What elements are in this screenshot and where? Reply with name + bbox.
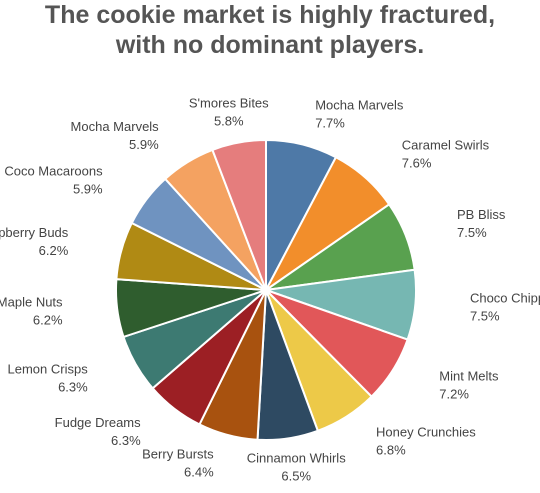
slice-label: S'mores Bites (189, 95, 269, 110)
slice-value-label: 7.6% (402, 156, 432, 171)
slice-label: Fudge Dreams (55, 415, 141, 430)
slice-label: Maple Nuts (0, 294, 63, 309)
chart-title: The cookie market is highly fractured, wi… (45, 1, 495, 59)
slice-label: Caramel Swirls (402, 138, 490, 153)
slice-value-label: 6.4% (184, 464, 214, 479)
slice-value-label: 6.5% (281, 468, 311, 483)
slice-value-label: 7.5% (470, 309, 500, 324)
slice-value-label: 6.8% (376, 442, 406, 457)
slice-label: Mint Melts (439, 369, 499, 384)
slice-value-label: 5.9% (129, 137, 159, 152)
slice-value-label: 7.7% (315, 116, 345, 131)
slice-value-label: 6.2% (33, 312, 63, 327)
slice-value-label: 5.8% (214, 113, 244, 128)
slice-label: Honey Crunchies (376, 424, 476, 439)
slice-label: Mocha Marvels (71, 119, 160, 134)
slice-label: Lemon Crisps (8, 361, 89, 376)
slice-value-label: 7.5% (457, 225, 487, 240)
slice-label: Raspberry Buds (0, 225, 69, 240)
slice-label: Choco Chippers (470, 291, 540, 306)
slice-label: Mocha Marvels (315, 98, 404, 113)
slice-value-label: 6.2% (39, 243, 69, 258)
slice-value-label: 6.3% (111, 433, 141, 448)
slice-value-label: 7.2% (439, 387, 469, 402)
slice-value-label: 6.3% (58, 379, 88, 394)
slice-value-label: 5.9% (73, 182, 103, 197)
slice-label: Cinnamon Whirls (247, 450, 346, 465)
pie-slice (211, 138, 267, 291)
slice-label: Coco Macaroons (4, 164, 103, 179)
slice-label: PB Bliss (457, 207, 506, 222)
slice-label: Berry Bursts (142, 446, 214, 461)
